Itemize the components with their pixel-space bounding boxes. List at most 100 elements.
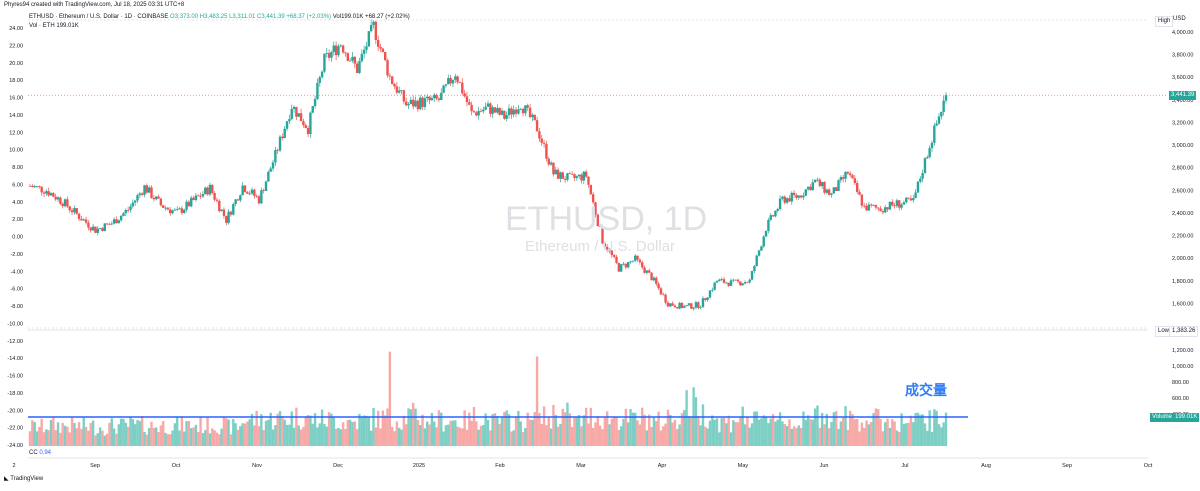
volume-bar [330, 413, 333, 446]
volume-bar [841, 417, 845, 446]
left-axis-tick: -4.00 [10, 269, 23, 275]
candle-body [552, 162, 555, 175]
candle-body [241, 185, 244, 196]
volume-bar [884, 422, 887, 446]
volume-bar [332, 417, 335, 446]
volume-bar [923, 423, 927, 446]
candle-body [297, 113, 300, 117]
volume-bar [729, 432, 733, 446]
candle-body [570, 173, 574, 175]
candle-body [229, 211, 233, 215]
volume-bar [930, 431, 934, 446]
volume-bar [858, 431, 861, 446]
candle-body [706, 297, 709, 300]
legend-symbol[interactable]: ETHUSD · Ethereum / U.S. Dollar · 1D · C… [29, 14, 169, 20]
candle-body [260, 190, 263, 204]
volume-bar [725, 423, 728, 446]
candle-body [645, 270, 649, 273]
volume-bar [484, 413, 487, 446]
volume-bar [594, 422, 597, 446]
candle-body [115, 219, 118, 224]
candle-body [145, 185, 149, 193]
volume-bar [402, 415, 406, 446]
volume-bar [166, 434, 170, 446]
candle-body [276, 149, 279, 151]
volume-bar [126, 426, 130, 446]
volume-bar [596, 415, 600, 446]
candle-body [360, 53, 364, 62]
candle-body [753, 266, 756, 272]
volume-bar [865, 420, 868, 446]
candle-body [884, 207, 887, 213]
candle-body [837, 180, 840, 191]
volume-bar [147, 427, 151, 446]
cc-legend-label[interactable]: CC [29, 450, 38, 456]
candle-body [372, 21, 375, 25]
volume-bar [323, 424, 326, 446]
candle-body [683, 306, 686, 308]
volume-bar [542, 406, 546, 446]
volume-bar [234, 423, 237, 446]
candle-body [767, 219, 770, 231]
volume-bar [697, 415, 700, 446]
volume-legend-label[interactable]: Vol · ETH [29, 23, 55, 29]
volume-bar [176, 416, 179, 446]
candle-body [577, 174, 581, 177]
volume-bar [503, 412, 506, 446]
candle-body [304, 125, 307, 129]
volume-bar [746, 417, 749, 446]
volume-bar [281, 416, 284, 446]
volume-bar [853, 419, 857, 446]
volume-bar [652, 416, 656, 446]
volume-bar [82, 417, 85, 446]
volume-bar [909, 415, 913, 446]
volume-bar [241, 423, 244, 446]
volume-bar [428, 424, 431, 446]
volume-bar [96, 433, 99, 446]
candle-body [147, 187, 151, 193]
candle-body [213, 193, 216, 200]
candle-body [489, 103, 492, 114]
candle-body [362, 49, 366, 54]
currency-label[interactable]: USD [1173, 16, 1186, 22]
volume-bar [405, 424, 408, 446]
volume-bar [40, 418, 43, 446]
candle-body [584, 171, 588, 177]
volume-bar [718, 432, 721, 446]
candle-body [407, 103, 410, 106]
left-axis-tick: 16.00 [9, 96, 23, 102]
volume-bar [229, 434, 233, 446]
volume-bar [650, 426, 653, 446]
volume-bar [591, 428, 595, 446]
candle-body [52, 193, 55, 197]
volume-bar [400, 429, 403, 446]
volume-bar [309, 415, 312, 446]
candle-body [437, 98, 441, 101]
volume-bar [348, 419, 352, 446]
candle-body [907, 197, 910, 199]
x-axis-tick: Jun [820, 463, 829, 469]
candle-body [631, 260, 635, 262]
volume-bar [262, 429, 265, 446]
candle-body [227, 211, 230, 223]
volume-bar [180, 416, 184, 446]
volume-bar [269, 412, 272, 446]
volume-bar [383, 415, 387, 446]
candle-body [526, 105, 529, 108]
candle-body [556, 169, 560, 179]
candle-body [187, 201, 191, 207]
volume-bar [461, 428, 464, 446]
candle-body [248, 193, 251, 195]
candle-body [59, 197, 62, 204]
candle-body [718, 279, 721, 281]
candle-body [690, 303, 693, 309]
volume-bar [311, 423, 314, 446]
candle-body [928, 148, 931, 158]
volume-bar [662, 426, 665, 446]
candle-body [161, 205, 165, 208]
candle-body [154, 196, 158, 200]
candle-body [451, 79, 455, 84]
left-axis-tick: 10.00 [9, 148, 23, 154]
tradingview-logo[interactable]: ◣ TradingView [4, 475, 43, 482]
